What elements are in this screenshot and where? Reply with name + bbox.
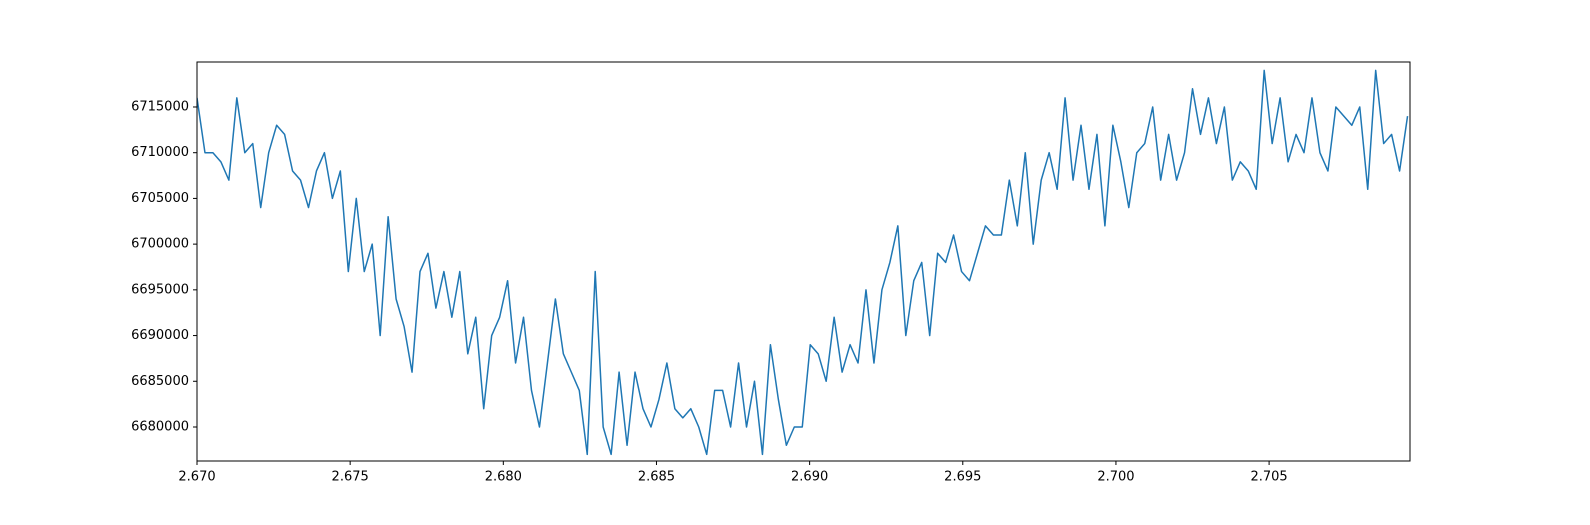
x-tick-label: 2.670 <box>178 470 215 485</box>
y-tick-label: 6700000 <box>131 237 189 252</box>
y-tick-label: 6710000 <box>131 145 189 160</box>
y-tick-label: 6705000 <box>131 191 189 206</box>
plot-area <box>197 69 1409 456</box>
data-line <box>197 69 1409 456</box>
x-tick-label: 2.700 <box>1097 470 1134 485</box>
y-tick-label: 6685000 <box>131 374 189 389</box>
x-tick-label: 2.705 <box>1250 470 1287 485</box>
x-tick-label: 2.685 <box>638 470 675 485</box>
y-tick-label: 6715000 <box>131 99 189 114</box>
y-tick-label: 6690000 <box>131 328 189 343</box>
y-tick-label: 6695000 <box>131 282 189 297</box>
x-tick-label: 2.680 <box>485 470 522 485</box>
y-tick-label: 6680000 <box>131 419 189 434</box>
x-tick-label: 2.675 <box>332 470 369 485</box>
axes-frame <box>196 61 1411 462</box>
x-tick-label: 2.690 <box>791 470 828 485</box>
x-tick-label: 2.695 <box>944 470 981 485</box>
